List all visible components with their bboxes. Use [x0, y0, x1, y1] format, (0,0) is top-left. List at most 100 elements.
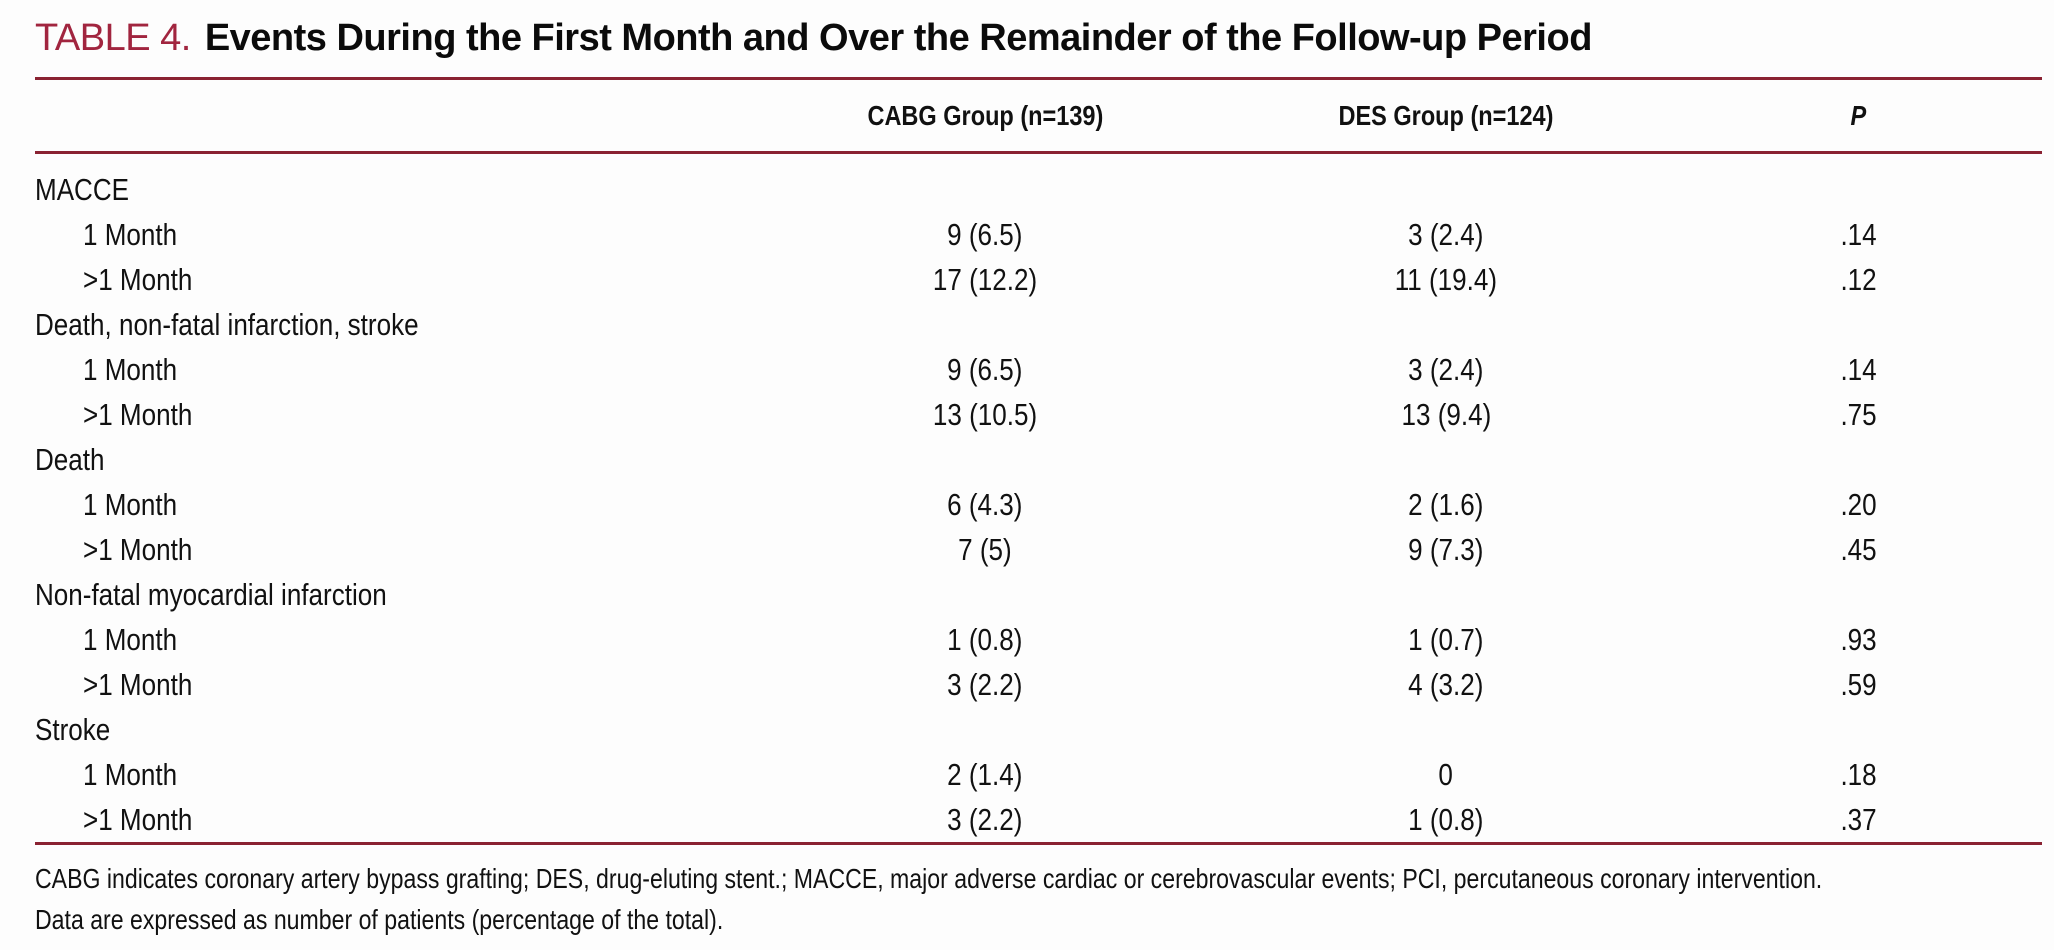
cell-des-value-cell: 1 (0.7) — [1217, 617, 1675, 662]
cell-des-value: 9 (7.3) — [1408, 531, 1484, 567]
cell-p-value: .14 — [1840, 351, 1877, 387]
table-title: TABLE 4. Events During the First Month a… — [35, 0, 2042, 77]
cell-des-value-cell — [1217, 707, 1675, 752]
cell-p-value-cell — [1675, 302, 2042, 347]
row-label-cell: Non-fatal myocardial infarction — [35, 572, 753, 617]
row-label-cell: >1 Month — [35, 257, 753, 302]
cell-cabg-value-cell: 1 (0.8) — [753, 617, 1217, 662]
column-header-p: P — [1675, 78, 2042, 154]
table-footnotes: CABG indicates coronary artery bypass gr… — [35, 858, 2042, 940]
table-row-category: Death — [35, 437, 2042, 482]
cell-des-value-cell: 11 (19.4) — [1217, 257, 1675, 302]
row-label: Death — [35, 441, 105, 477]
row-label-cell: 1 Month — [35, 617, 753, 662]
table-row-category: Non-fatal myocardial infarction — [35, 572, 2042, 617]
cell-des-value: 4 (3.2) — [1408, 666, 1484, 702]
cell-des-value-cell: 4 (3.2) — [1217, 662, 1675, 707]
table-row: 1 Month 1 (0.8) 1 (0.7) .93 — [35, 617, 2042, 662]
row-label-cell: 1 Month — [35, 482, 753, 527]
footnote-data-format: Data are expressed as number of patients… — [35, 904, 724, 935]
row-label-cell: >1 Month — [35, 797, 753, 844]
cell-cabg-value-cell: 17 (12.2) — [753, 257, 1217, 302]
row-label: 1 Month — [83, 216, 178, 252]
row-label: Death, non-fatal infarction, stroke — [35, 306, 419, 342]
cell-p-value: .45 — [1840, 531, 1877, 567]
cell-des-value-cell — [1217, 153, 1675, 213]
cell-p-value-cell — [1675, 572, 2042, 617]
row-label-cell: >1 Month — [35, 662, 753, 707]
cell-des-value-cell — [1217, 302, 1675, 347]
cell-cabg-value-cell: 7 (5) — [753, 527, 1217, 572]
row-label: 1 Month — [83, 486, 178, 522]
row-label: 1 Month — [83, 621, 178, 657]
cell-p-value-cell — [1675, 153, 2042, 213]
cell-p-value-cell — [1675, 437, 2042, 482]
table-row: >1 Month 3 (2.2) 4 (3.2) .59 — [35, 662, 2042, 707]
footnote-abbreviations: CABG indicates coronary artery bypass gr… — [35, 863, 1823, 894]
cell-cabg-value: 7 (5) — [958, 531, 1012, 567]
header-row: CABG Group (n=139) DES Group (n=124) P — [35, 78, 2042, 154]
cell-cabg-value: 3 (2.2) — [947, 666, 1023, 702]
cell-cabg-value-cell — [753, 302, 1217, 347]
cell-p-value-cell: .14 — [1675, 347, 2042, 392]
table-row: 1 Month 9 (6.5) 3 (2.4) .14 — [35, 212, 2042, 257]
cell-cabg-value-cell: 9 (6.5) — [753, 212, 1217, 257]
row-label-cell: 1 Month — [35, 212, 753, 257]
table-row-category: MACCE — [35, 153, 2042, 213]
cell-p-value-cell: .37 — [1675, 797, 2042, 844]
row-label-cell: Death — [35, 437, 753, 482]
cell-cabg-value-cell — [753, 153, 1217, 213]
table-row: 1 Month 2 (1.4) 0 .18 — [35, 752, 2042, 797]
cell-des-value-cell: 2 (1.6) — [1217, 482, 1675, 527]
cell-p-value-cell: .93 — [1675, 617, 2042, 662]
row-label-cell: Death, non-fatal infarction, stroke — [35, 302, 753, 347]
row-label: 1 Month — [83, 756, 178, 792]
cell-p-value-cell: .14 — [1675, 212, 2042, 257]
cell-des-value: 2 (1.6) — [1408, 486, 1484, 522]
row-label-cell: Stroke — [35, 707, 753, 752]
cell-p-value: .14 — [1840, 216, 1877, 252]
cell-p-value: .12 — [1840, 261, 1877, 297]
cell-p-value: .20 — [1840, 486, 1877, 522]
row-label-cell: >1 Month — [35, 392, 753, 437]
events-table: CABG Group (n=139) DES Group (n=124) P M… — [35, 77, 2042, 845]
row-label: Stroke — [35, 711, 111, 747]
cell-cabg-value: 1 (0.8) — [947, 621, 1023, 657]
cell-des-value: 3 (2.4) — [1408, 351, 1484, 387]
cell-cabg-value: 9 (6.5) — [947, 216, 1023, 252]
row-label-cell: 1 Month — [35, 752, 753, 797]
table-row-category: Stroke — [35, 707, 2042, 752]
cell-p-value-cell: .20 — [1675, 482, 2042, 527]
cell-cabg-value: 9 (6.5) — [947, 351, 1023, 387]
row-label-cell: 1 Month — [35, 347, 753, 392]
cell-p-value-cell: .18 — [1675, 752, 2042, 797]
cell-cabg-value-cell: 9 (6.5) — [753, 347, 1217, 392]
cell-des-value-cell: 3 (2.4) — [1217, 347, 1675, 392]
row-label-cell: MACCE — [35, 153, 753, 213]
table-title-text: Events During the First Month and Over t… — [204, 17, 1593, 59]
cell-des-value-cell: 3 (2.4) — [1217, 212, 1675, 257]
cell-des-value-cell: 1 (0.8) — [1217, 797, 1675, 844]
cell-p-value: .59 — [1840, 666, 1877, 702]
table-row: >1 Month 17 (12.2) 11 (19.4) .12 — [35, 257, 2042, 302]
cell-p-value-cell — [1675, 707, 2042, 752]
cell-p-value: .93 — [1840, 621, 1877, 657]
cell-cabg-value-cell — [753, 437, 1217, 482]
column-header-des: DES Group (n=124) — [1217, 78, 1675, 154]
cell-p-value: .18 — [1840, 756, 1877, 792]
cell-cabg-value-cell — [753, 572, 1217, 617]
table-row: >1 Month 13 (10.5) 13 (9.4) .75 — [35, 392, 2042, 437]
row-label-cell: >1 Month — [35, 527, 753, 572]
row-label: >1 Month — [83, 261, 193, 297]
cell-des-value-cell — [1217, 572, 1675, 617]
column-header-events — [35, 78, 753, 154]
table-row: 1 Month 9 (6.5) 3 (2.4) .14 — [35, 347, 2042, 392]
cell-cabg-value-cell: 6 (4.3) — [753, 482, 1217, 527]
cell-cabg-value-cell: 3 (2.2) — [753, 797, 1217, 844]
row-label: 1 Month — [83, 351, 178, 387]
cell-cabg-value: 3 (2.2) — [947, 801, 1023, 837]
cell-des-value: 1 (0.8) — [1408, 801, 1484, 837]
column-header-cabg: CABG Group (n=139) — [753, 78, 1217, 154]
row-label: >1 Month — [83, 801, 193, 837]
